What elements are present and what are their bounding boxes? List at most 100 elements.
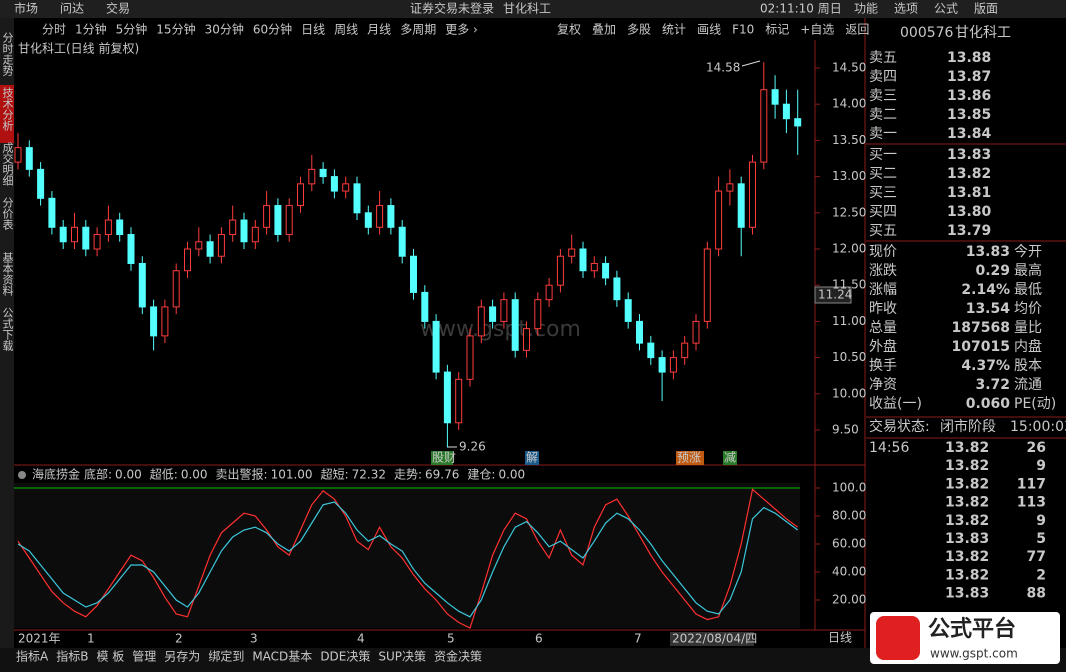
bottom-tab[interactable]: SUP决策 [378,650,426,664]
menu[interactable]: 公式 [934,2,958,16]
indicator-icon [18,471,26,479]
period-button[interactable]: 5分钟 [116,22,148,37]
candle-body [477,306,485,337]
event-badge [676,451,704,465]
tick-volume: 9 [1036,458,1046,474]
period-button[interactable]: 多周期 [400,23,436,37]
y-tick-label: 13.00 [832,169,866,183]
candle-body [184,248,191,272]
y-tick-label: 14.50 [832,61,866,75]
event-badge [525,451,539,465]
left-tab[interactable]: 成交明细 [1,142,14,186]
tool-button[interactable]: F10 [732,23,754,37]
candle-body [150,306,158,337]
tick-price: 13.82 [945,458,989,474]
tool-button[interactable]: 画线 [697,23,721,37]
indicator-line [17,501,799,618]
stat-label: 总量 [869,320,897,336]
bottom-tab[interactable]: 指标B [56,649,88,664]
indicator-field-value: 0.00 [181,468,208,482]
tool-button[interactable]: 复权 [557,23,581,37]
left-tab[interactable]: 分价表 [1,197,14,231]
y-tick-label: 20.00 [832,593,866,607]
period-button[interactable]: 月线 [367,23,391,37]
tool-button[interactable]: 标记 [765,23,789,37]
bottom-tab[interactable]: 资金决策 [434,649,482,664]
stat-value: 0.29 [975,263,1010,279]
candle-body [726,183,734,192]
bottom-tab[interactable]: MACD基本 [252,650,312,664]
candle-body [534,299,542,330]
tick-price: 13.82 [945,495,989,511]
event-label[interactable]: 解 [526,451,538,465]
period-button[interactable]: 更多 › [445,23,478,37]
high-label: 14.58 [706,61,740,75]
tab-active [0,85,14,143]
bottom-tab[interactable]: 管理 [132,649,156,664]
stat-label: 内盘 [1014,338,1042,355]
indicator-field-label: 卖出警报: [216,467,268,482]
period-button[interactable]: 分时 [42,23,66,37]
menu-bar [0,0,1066,18]
tool-button[interactable]: 返回 [845,23,869,37]
candle-body [647,342,655,359]
candle-body [127,234,135,264]
tick-volume: 88 [1027,586,1046,602]
indicator-field-label: 建仓: [467,468,495,482]
stat-label: 涨跌 [869,263,897,279]
period-label: 日线 [828,631,852,645]
event-badge [431,451,453,465]
left-tabs [0,18,14,648]
tool-button[interactable]: 多股 [627,23,651,37]
bottom-tab[interactable]: 绑定到 [208,649,244,664]
left-tab[interactable]: 分时走势 [1,32,14,76]
period-button[interactable]: 日线 [301,23,325,37]
left-tab[interactable]: 技术分析 [1,87,14,132]
period-button[interactable]: 周线 [334,23,358,37]
chart-title: 甘化科工(日线 前复权) [18,41,139,56]
bottom-tab[interactable]: DDE决策 [320,650,370,664]
tool-button[interactable]: 叠加 [592,23,616,37]
y-tick-label: 40.00 [832,565,866,579]
stat-value: 4.37% [961,358,1010,374]
candle-body [71,226,78,243]
candle-body [443,371,451,424]
menu[interactable]: 交易 [106,1,130,16]
period-button[interactable]: 60分钟 [253,22,292,37]
tool-button[interactable]: +自选 [800,23,834,37]
logo-icon [876,616,920,660]
candle-body [760,89,768,163]
menu[interactable]: 功能 [854,2,878,16]
tick-volume: 77 [1027,549,1046,565]
candle-body [25,147,33,170]
event-label[interactable]: 减 [724,451,736,465]
candle-body [376,205,384,228]
tool-button[interactable]: 统计 [662,23,686,37]
stat-label: 昨收 [869,301,897,317]
candle-body [692,320,700,344]
event-label[interactable]: 预涨 [677,450,701,465]
candle-body [59,226,67,243]
bottom-tab[interactable]: 另存为 [164,650,200,664]
tick-time: 14:56 [869,440,909,456]
bottom-tab[interactable]: 指标A [16,649,49,664]
candle-body [398,226,406,257]
stat-label: 最高 [1014,262,1042,279]
candle-body [93,234,101,250]
left-tab[interactable]: 基本资料 [1,252,14,297]
menu[interactable]: 市场 [14,1,38,16]
period-button[interactable]: 30分钟 [205,22,244,37]
bottom-tab[interactable]: 模 板 [96,650,124,664]
stat-label: 涨幅 [869,282,897,298]
period-button[interactable]: 15分钟 [156,22,195,37]
menu[interactable]: 版面 [974,2,998,16]
bid-label: 买五 [869,223,897,239]
left-tab[interactable]: 公式下载 [1,307,14,351]
event-label[interactable]: 股财 [432,451,456,465]
menu[interactable]: 问达 [60,2,84,16]
date-label: 5 [447,632,455,646]
menu[interactable]: 选项 [894,2,918,16]
period-button[interactable]: 1分钟 [75,22,107,37]
y-tick-label: 12.50 [832,205,866,219]
candle-body [489,306,497,322]
